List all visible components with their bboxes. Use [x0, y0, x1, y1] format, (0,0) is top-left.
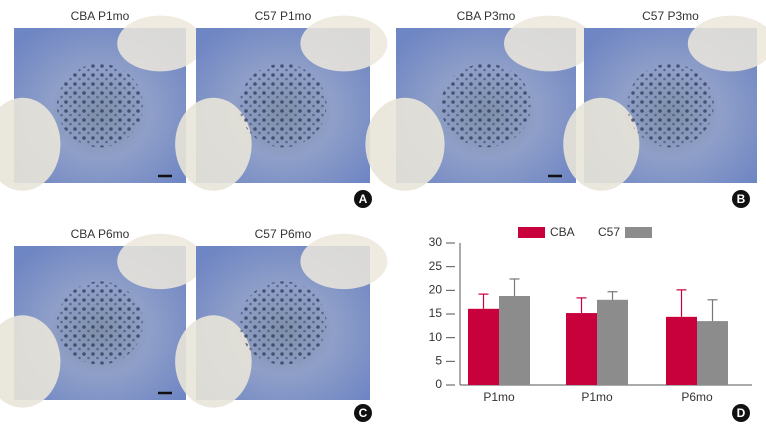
error-bar: [478, 293, 489, 309]
cell-cluster: [627, 63, 714, 148]
x-tick-label: P1mo: [581, 390, 613, 404]
bar: [597, 299, 628, 385]
y-tick-label: 0: [435, 377, 442, 391]
bar: [499, 296, 530, 385]
panel-title: C57 P1mo: [255, 9, 312, 23]
y-tick-label: 25: [429, 259, 443, 273]
panel-title: CBA P1mo: [71, 9, 130, 23]
micrograph-lumen: [687, 15, 766, 72]
legend-label: CBA: [550, 225, 575, 239]
panel-letter-badge: [732, 190, 750, 208]
micrograph-lumen: [117, 233, 204, 290]
x-tick-label: P6mo: [681, 390, 713, 404]
panel-title: C57 P6mo: [255, 227, 312, 241]
micrograph-lumen: [0, 97, 61, 191]
micrograph-lumen: [175, 315, 252, 408]
panel-letter-badge: [354, 404, 372, 422]
panel-letter-badge: [354, 190, 372, 208]
micrograph-lumen: [563, 97, 640, 191]
error-bar: [509, 278, 520, 297]
micrograph-lumen: [365, 97, 445, 191]
bar: [697, 321, 728, 385]
x-tick-label: P1mo: [483, 390, 515, 404]
bar: [468, 308, 499, 385]
panel-letter: B: [737, 192, 746, 206]
panel-letter: A: [359, 192, 368, 206]
legend-swatch: [625, 227, 652, 238]
micrograph-lumen: [175, 97, 252, 191]
cell-cluster: [57, 281, 143, 365]
y-tick-label: 30: [429, 235, 443, 249]
panel-title: CBA P3mo: [457, 9, 516, 23]
cell-cluster: [441, 63, 531, 148]
panel-letter-badge: [732, 404, 750, 422]
panel-letter: C: [359, 406, 368, 420]
error-bar: [707, 299, 718, 322]
error-bar: [576, 297, 587, 314]
micrograph-lumen: [300, 15, 388, 72]
micrograph-lumen: [0, 315, 61, 408]
error-bar: [607, 291, 618, 300]
panel-letter: D: [737, 406, 746, 420]
cell-cluster: [239, 281, 327, 365]
micrograph-lumen: [504, 15, 594, 72]
y-tick-label: 15: [429, 306, 443, 320]
bar: [666, 316, 697, 385]
error-bar: [676, 289, 687, 317]
y-tick-label: 10: [429, 330, 443, 344]
panel-title: C57 P3mo: [642, 9, 699, 23]
panel-title: CBA P6mo: [71, 227, 130, 241]
legend-label: C57: [598, 225, 620, 239]
bar: [566, 313, 597, 385]
micrograph-lumen: [117, 15, 204, 72]
cell-cluster: [57, 63, 143, 148]
y-tick-label: 5: [435, 354, 442, 368]
legend-swatch: [518, 227, 545, 238]
micrograph-lumen: [300, 233, 388, 290]
cell-cluster: [239, 63, 327, 148]
y-tick-label: 20: [429, 283, 443, 297]
